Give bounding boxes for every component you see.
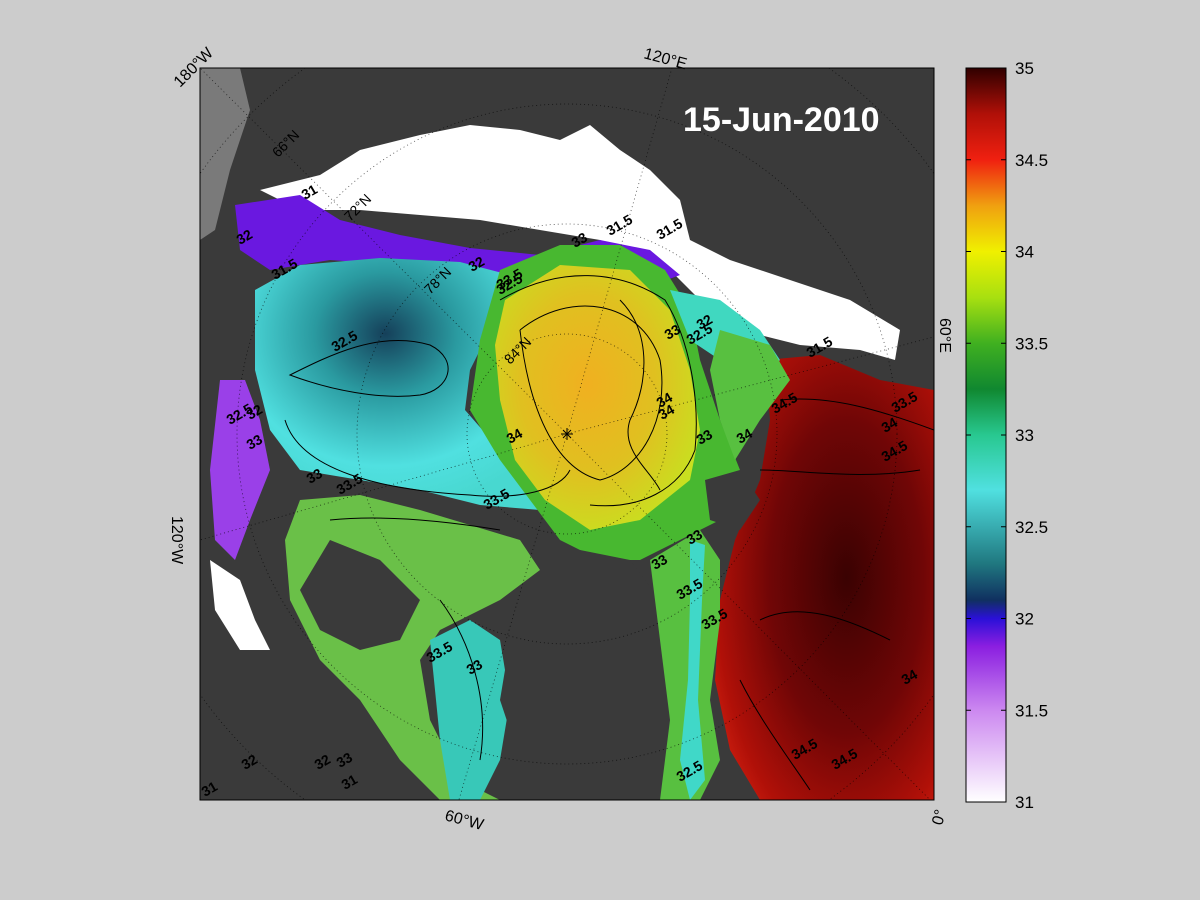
contour-label: 33 [694, 426, 716, 448]
canada-land [300, 540, 420, 650]
contour-label: 34 [504, 425, 526, 447]
east-greenland-cyan [680, 540, 705, 800]
contour-lines [284, 275, 934, 791]
contour-label: 33 [569, 229, 591, 251]
graticule [200, 68, 934, 800]
contour-label: 33 [464, 656, 486, 678]
edge-label-0: 0° [929, 808, 949, 827]
contour-label: 32 [312, 751, 334, 773]
colorbar-strip [965, 67, 1007, 803]
edge-label-60w: 60°W [443, 807, 486, 834]
map-panel: 66°N 72°N 78°N 84°N 32.53232.533.53331.5… [200, 68, 934, 800]
colorbar-ticks: 35 34.5 34 33.5 33 32.5 32 31.5 31 [966, 59, 1048, 812]
colorbar-tick-label: 33.5 [1015, 334, 1048, 353]
colorbar-tick-label: 31 [1015, 793, 1034, 812]
contour-label: 32 [694, 311, 716, 333]
contour-label: 33 [684, 526, 706, 548]
north-pole-marker [561, 428, 573, 440]
contour-label: 33 [334, 749, 356, 771]
contour-label: 34 [656, 401, 678, 423]
sea-ice-region [260, 125, 900, 360]
kara-sea-water [710, 330, 790, 460]
edge-label-120w: 120°W [168, 516, 185, 565]
contour-label: 31 [299, 181, 321, 203]
low-salinity-west [210, 380, 270, 560]
contour-label: 34 [899, 666, 921, 688]
contour-label: 33 [244, 431, 266, 453]
baffin-bay-water [430, 620, 510, 800]
fram-strait-water [650, 530, 720, 800]
nodata-region [200, 68, 250, 240]
contour-label: 32 [244, 401, 266, 423]
date-label: 15-Jun-2010 [683, 101, 880, 139]
contour-label: 34 [654, 389, 676, 411]
colorbar-tick-label: 33 [1015, 426, 1034, 445]
colorbar-tick-label: 32.5 [1015, 518, 1048, 537]
colorbar-tick-label: 34 [1015, 243, 1034, 262]
colorbar-tick-label: 31.5 [1015, 701, 1048, 720]
contour-label: 34 [879, 414, 901, 436]
svalbard-land [705, 470, 760, 530]
map-frame [199, 67, 935, 801]
greenland-land [500, 550, 670, 800]
colorbar: 35 34.5 34 33.5 33 32.5 32 31.5 31 [965, 59, 1048, 812]
contour-label: 32 [466, 253, 488, 275]
contour-label: 34 [734, 425, 756, 447]
sea-ice-west [210, 560, 270, 650]
eurasian-basin [495, 265, 700, 530]
edge-label-60e: 60°E [936, 318, 953, 353]
contour-label: 33 [304, 465, 326, 487]
atlantic-water-region [715, 355, 934, 800]
contour-label: 33 [662, 321, 684, 343]
beaufort-gyre [255, 258, 545, 510]
colorbar-tick-label: 35 [1015, 59, 1034, 78]
contour-label: 32 [234, 226, 256, 248]
colorbar-tick-label: 32 [1015, 610, 1034, 629]
contour-label: 32 [239, 751, 261, 773]
contour-label: 31 [339, 771, 361, 793]
colorbar-tick-label: 34.5 [1015, 151, 1048, 170]
contour-label: 33 [649, 551, 671, 573]
